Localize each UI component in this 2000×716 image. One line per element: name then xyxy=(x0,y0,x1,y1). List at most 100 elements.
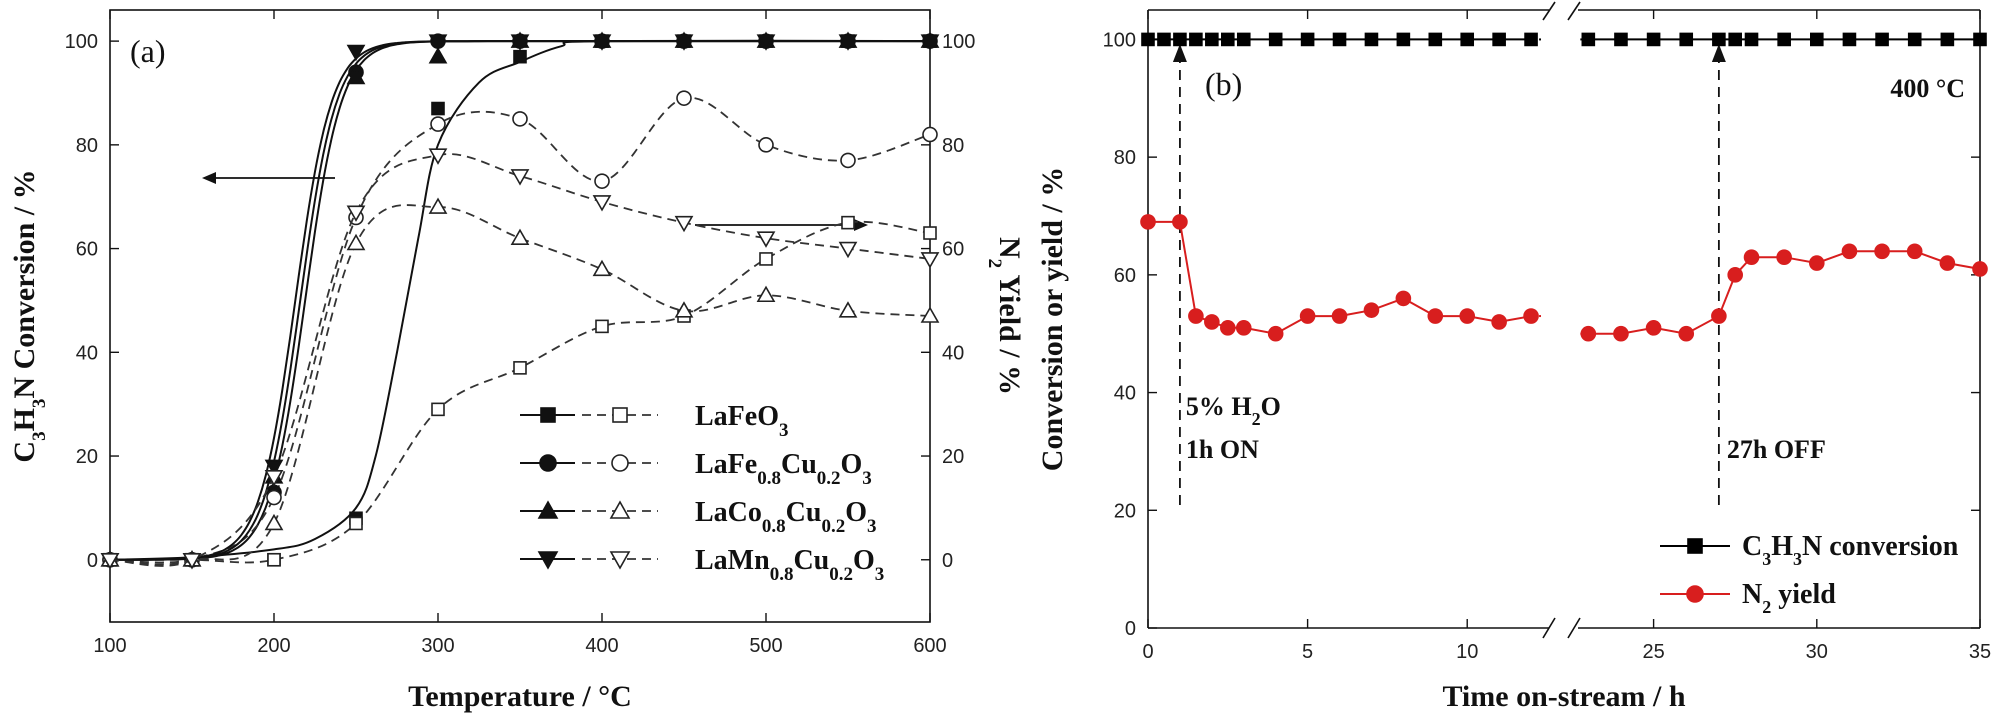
yield-point xyxy=(756,231,776,248)
conversion-point xyxy=(431,101,445,116)
data-point-b xyxy=(1459,308,1476,324)
y-axis-label-left-a: C3H3N Conversion / % xyxy=(8,169,50,462)
legend-open-marker xyxy=(609,500,631,519)
legend-label: LaMn0.8Cu0.2O3 xyxy=(695,545,884,585)
water-off-arrow-head xyxy=(1711,44,1726,62)
subscript: 2 xyxy=(1252,409,1261,429)
text-run: N Conversion / % xyxy=(8,169,41,398)
data-point-b xyxy=(1614,32,1628,47)
y-tick-label-right-a: 20 xyxy=(942,446,964,468)
subscript: 0.8 xyxy=(762,516,786,537)
yield-point xyxy=(594,173,610,189)
yield-point xyxy=(674,215,694,233)
data-point-b xyxy=(1645,320,1662,336)
data-point-b xyxy=(1236,32,1251,47)
data-point-b xyxy=(1678,325,1695,342)
text-run: C xyxy=(8,441,41,463)
arrow-left-head xyxy=(202,172,216,184)
subscript: 0.8 xyxy=(770,564,794,585)
yield-point xyxy=(349,516,363,531)
yield-point xyxy=(838,241,858,259)
data-point-b xyxy=(1188,308,1204,324)
y-tick-label-left-a: 20 xyxy=(76,446,98,468)
data-point-b xyxy=(1841,243,1858,260)
data-point-b xyxy=(1711,308,1727,324)
data-point-b xyxy=(1332,32,1347,47)
y-axis-label-b: Conversion or yield / % xyxy=(1036,167,1069,471)
data-point-b xyxy=(1492,32,1506,47)
yield-point xyxy=(182,552,202,570)
data-point-b xyxy=(1727,267,1743,283)
text-run: Cu xyxy=(781,449,817,480)
x-axis-label-b: Time on-stream / h xyxy=(1442,680,1685,713)
y-tick-label-left-a: 0 xyxy=(87,550,98,572)
y-tick-label-b: 20 xyxy=(1114,500,1136,522)
data-point-b xyxy=(1973,32,1987,47)
y-axis-label-right-a: N2 Yield / % xyxy=(985,237,1027,395)
yield-point xyxy=(922,126,938,143)
data-point-b xyxy=(1460,32,1475,47)
subscript: 3 xyxy=(29,431,50,441)
yield-point xyxy=(758,137,774,153)
data-point-b xyxy=(1427,308,1444,324)
panel-label-a: (a) xyxy=(130,33,166,69)
y-tick-label-b: 100 xyxy=(1103,29,1136,51)
text-run: LaFeO xyxy=(695,401,779,432)
x-tick-label-a: 100 xyxy=(93,635,126,657)
data-point-b xyxy=(1809,255,1825,271)
text-run: N conversion xyxy=(1802,531,1959,562)
conversion-point xyxy=(756,34,776,51)
chart-a: 100 200 300 400 500 600 0 0 20 20 40 40 60 60 80 80 100 1… xyxy=(8,9,1027,713)
y-tick-label-b: 60 xyxy=(1114,265,1136,287)
yield-dashed-line xyxy=(109,204,931,564)
x-tick-label-b: 0 xyxy=(1142,641,1153,663)
series-b-1 xyxy=(1140,214,1988,342)
y-tick-label-left-a: 100 xyxy=(65,31,98,53)
text-run: C xyxy=(1742,531,1762,562)
yield-point xyxy=(266,489,282,506)
text-run: Cu xyxy=(793,545,829,576)
data-point-b xyxy=(1331,308,1348,324)
yield-point xyxy=(756,285,776,303)
yield-point xyxy=(510,228,530,246)
data-point-b xyxy=(1524,32,1538,47)
conversion-point xyxy=(346,44,366,62)
legend-label: LaFeO3 xyxy=(695,401,789,441)
data-point-b xyxy=(1743,249,1760,266)
conversion-point xyxy=(264,459,284,477)
text-run: 5% H xyxy=(1186,392,1252,421)
x-tick-label-b: 35 xyxy=(1969,641,1991,663)
data-point-b xyxy=(1396,32,1411,47)
legend-label-b: N2 yield xyxy=(1742,579,1836,617)
axis-break-mark xyxy=(1567,617,1581,639)
yield-point xyxy=(674,301,694,318)
legend-label: LaFe0.8Cu0.2O3 xyxy=(695,449,872,489)
legend-filled-marker xyxy=(537,500,559,519)
axis-break-mark xyxy=(1542,617,1556,639)
conversion-point xyxy=(346,67,366,85)
x-tick-label-a: 600 xyxy=(913,635,946,657)
conversion-point xyxy=(513,49,527,64)
conversion-point xyxy=(428,47,448,64)
data-point-b xyxy=(1777,32,1791,47)
data-point-b xyxy=(1906,243,1923,260)
conversion-fit-line xyxy=(109,39,931,561)
y-tick-label-b: 80 xyxy=(1114,147,1136,169)
series-a-3 xyxy=(100,34,940,570)
subscript: 2 xyxy=(985,259,1006,269)
legend-marker-b xyxy=(1687,538,1703,554)
conversion-point xyxy=(592,34,612,51)
yield-point xyxy=(264,513,284,531)
data-point-b xyxy=(1939,255,1956,271)
x-tick-label-a: 500 xyxy=(749,635,782,657)
y-tick-label-left-a: 40 xyxy=(76,342,98,364)
arrow-right-head xyxy=(854,219,868,231)
x-tick-label-b: 10 xyxy=(1456,641,1478,663)
data-point-b xyxy=(1141,32,1155,47)
x-tick-label-b: 5 xyxy=(1302,641,1313,663)
data-point-b xyxy=(1428,32,1443,47)
text-run: Yield / % xyxy=(993,268,1026,395)
yield-point xyxy=(838,301,858,318)
data-point-b xyxy=(1523,308,1539,324)
text-run: O xyxy=(841,449,863,480)
